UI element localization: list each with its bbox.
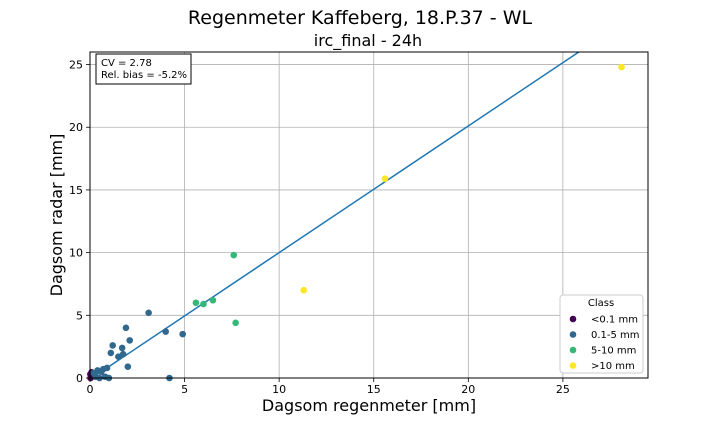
x-tick-label: 15 bbox=[367, 383, 381, 396]
legend-entry-label: 5-10 mm bbox=[591, 346, 636, 357]
data-point-series-2 bbox=[200, 300, 207, 308]
y-tick-label: 25 bbox=[69, 59, 83, 72]
stats-box-frame bbox=[95, 53, 192, 85]
x-axis-ticks: 0 5 10 15 20 25 bbox=[87, 378, 570, 396]
data-point-series-1 bbox=[109, 342, 116, 349]
data-point-series-1 bbox=[122, 324, 130, 332]
y-axis-label: Dagsom radar [mm] bbox=[47, 134, 66, 297]
data-point-series-2 bbox=[232, 319, 239, 327]
data-point-series-1 bbox=[162, 328, 169, 335]
y-tick-label: 10 bbox=[69, 247, 83, 260]
data-point-series-3 bbox=[618, 63, 625, 71]
stats-cv: CV = 2.78 bbox=[101, 58, 152, 69]
stats-bias: Rel. bias = -5.2% bbox=[101, 70, 187, 81]
data-point-series-2 bbox=[230, 251, 238, 259]
y-tick-label: 15 bbox=[69, 184, 83, 197]
x-tick-label: 5 bbox=[181, 383, 188, 396]
x-axis-label: Dagsom regenmeter [mm] bbox=[262, 396, 476, 415]
regression-line bbox=[91, 51, 580, 379]
legend: Class <0.1 mm 0.1-5 mm 5-10 mm >10 mm bbox=[559, 294, 644, 374]
legend-entry-label: >10 mm bbox=[591, 361, 635, 372]
data-point-series-2 bbox=[209, 296, 217, 304]
data-point-series-2 bbox=[192, 299, 200, 307]
y-tick-label: 20 bbox=[69, 121, 83, 134]
legend-marker bbox=[569, 346, 577, 354]
x-tick-label: 25 bbox=[556, 383, 570, 396]
legend-marker bbox=[569, 331, 577, 338]
legend-title: Class bbox=[588, 298, 614, 309]
fit-line-layer bbox=[91, 51, 580, 379]
data-point-series-1 bbox=[103, 364, 111, 372]
data-point-series-1 bbox=[107, 349, 115, 357]
y-axis-ticks: 0 5 10 15 20 25 bbox=[69, 59, 90, 385]
data-point-series-1 bbox=[126, 337, 134, 344]
x-tick-label: 20 bbox=[461, 383, 475, 396]
legend-entry-label: <0.1 mm bbox=[591, 315, 638, 326]
legend-frame bbox=[559, 294, 644, 374]
legend-entry-label: 0.1-5 mm bbox=[591, 330, 640, 341]
y-tick-label: 0 bbox=[76, 372, 83, 385]
data-point-series-1 bbox=[179, 330, 186, 338]
data-point-series-3 bbox=[381, 175, 389, 182]
y-tick-label: 5 bbox=[76, 309, 83, 322]
legend-marker bbox=[569, 362, 577, 369]
data-point-series-3 bbox=[300, 286, 308, 294]
plot-area-frame bbox=[89, 51, 649, 379]
stats-box: CV = 2.78 Rel. bias = -5.2% bbox=[95, 53, 192, 85]
legend-marker bbox=[569, 315, 577, 323]
x-tick-label: 10 bbox=[272, 383, 286, 396]
x-tick-label: 0 bbox=[87, 383, 94, 396]
data-points bbox=[87, 63, 625, 382]
data-point-series-1 bbox=[124, 363, 132, 371]
chart-subtitle: irc_final - 24h bbox=[314, 31, 422, 51]
chart-title: Regenmeter Kaffeberg, 18.P.37 - WL bbox=[188, 7, 533, 29]
data-point-series-1 bbox=[145, 309, 152, 317]
data-point-series-1 bbox=[118, 344, 126, 352]
data-point-series-1 bbox=[119, 350, 127, 358]
